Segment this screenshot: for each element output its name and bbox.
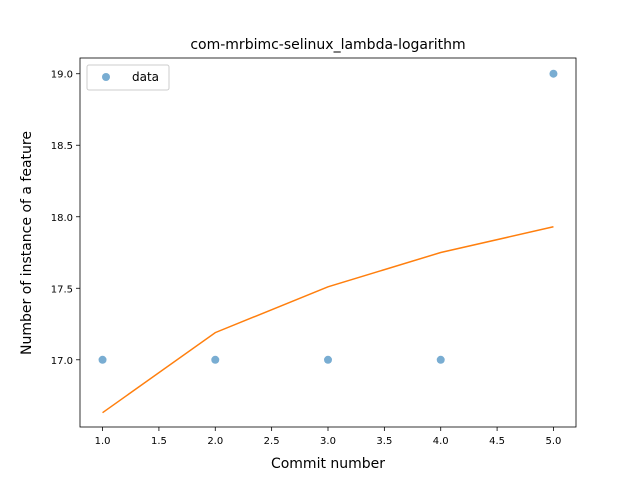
y-tick-label: 18.0: [51, 213, 73, 224]
y-tick-label: 17.5: [51, 284, 73, 295]
legend-box: [86, 64, 170, 91]
plot-frame: [79, 57, 577, 428]
x-tick-label: 3.0: [320, 436, 336, 447]
y-tick-label: 19.0: [51, 70, 73, 81]
data-point: [549, 69, 558, 78]
y-axis-label: Number of instance of a feature: [19, 131, 35, 355]
x-tick-label: 5.0: [546, 436, 562, 447]
x-tick-label: 1.0: [95, 436, 111, 447]
x-tick-label: 4.0: [433, 436, 449, 447]
x-tick-label: 2.0: [207, 436, 223, 447]
plot-area: 1.0 1.5 2.0 2.5 3.0 3.5 4.0 4.5 5.0 17.0 17.5 18.0 1…: [51, 57, 577, 447]
x-tick-label: 4.5: [489, 436, 505, 447]
data-point: [211, 355, 220, 364]
legend-marker: [102, 73, 110, 81]
x-axis-label: Commit number: [271, 456, 385, 472]
y-tick-label: 18.5: [51, 141, 73, 152]
x-tick-label: 2.5: [264, 436, 280, 447]
x-tick-label: 1.5: [151, 436, 167, 447]
x-tick-label: 3.5: [376, 436, 392, 447]
chart-title: com-mrbimc-selinux_lambda-logarithm: [190, 37, 465, 53]
legend-label: data: [132, 70, 159, 84]
data-point: [98, 355, 107, 364]
data-point: [436, 355, 445, 364]
y-tick-label: 17.0: [51, 356, 73, 367]
fit-line: [102, 226, 554, 414]
data-point: [324, 355, 332, 364]
